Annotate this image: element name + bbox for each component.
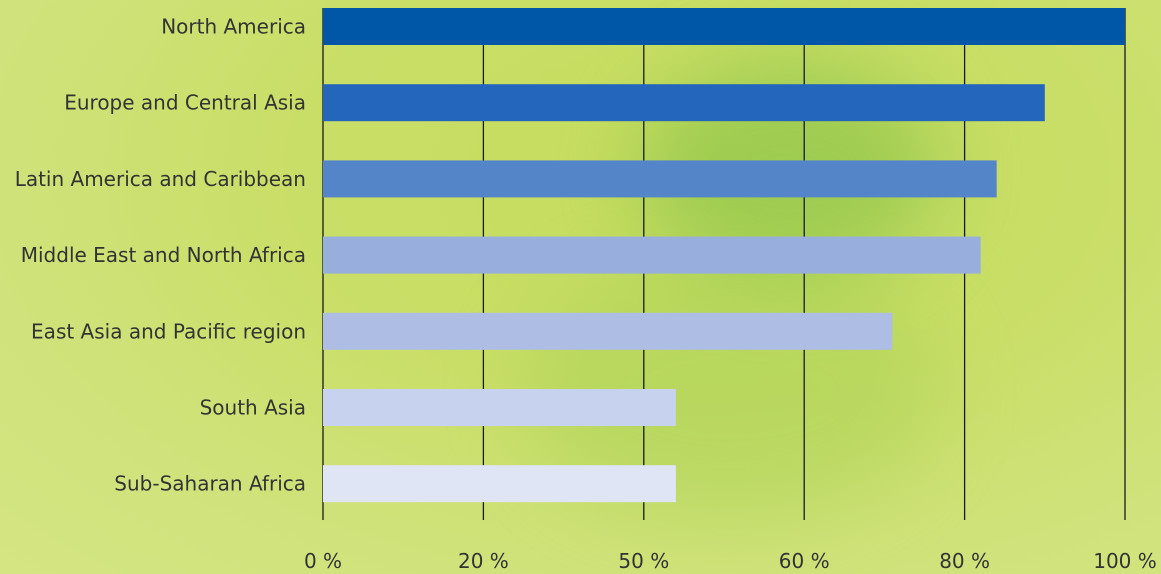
bar: [323, 312, 893, 350]
bar: [323, 236, 981, 274]
category-label: Sub-Saharan Africa: [114, 472, 306, 496]
bar: [323, 465, 676, 503]
category-label: South Asia: [200, 396, 306, 420]
x-tick-label: 80 %: [939, 549, 990, 573]
bar: [323, 8, 1125, 45]
category-label: North America: [161, 15, 306, 39]
bar: [323, 160, 997, 198]
bars: [323, 8, 1125, 503]
category-label: Europe and Central Asia: [64, 91, 306, 115]
category-label: Latin America and Caribbean: [15, 167, 306, 191]
x-tick-label: 100 %: [1093, 549, 1157, 573]
category-labels: North America Europe and Central Asia Lati…: [15, 15, 306, 496]
x-tick-label: 0 %: [304, 549, 342, 573]
x-tick-label: 60 %: [779, 549, 830, 573]
bar: [323, 389, 676, 426]
category-label: Middle East and North Africa: [21, 243, 306, 267]
category-label: East Asia and Pacific region: [31, 319, 306, 343]
x-axis-tick-labels: 0 % 20 % 50 % 60 % 80 % 100 %: [304, 549, 1157, 573]
x-tick-label: 20 %: [458, 549, 509, 573]
x-tick-label: 50 %: [618, 549, 669, 573]
bar: [323, 84, 1045, 122]
